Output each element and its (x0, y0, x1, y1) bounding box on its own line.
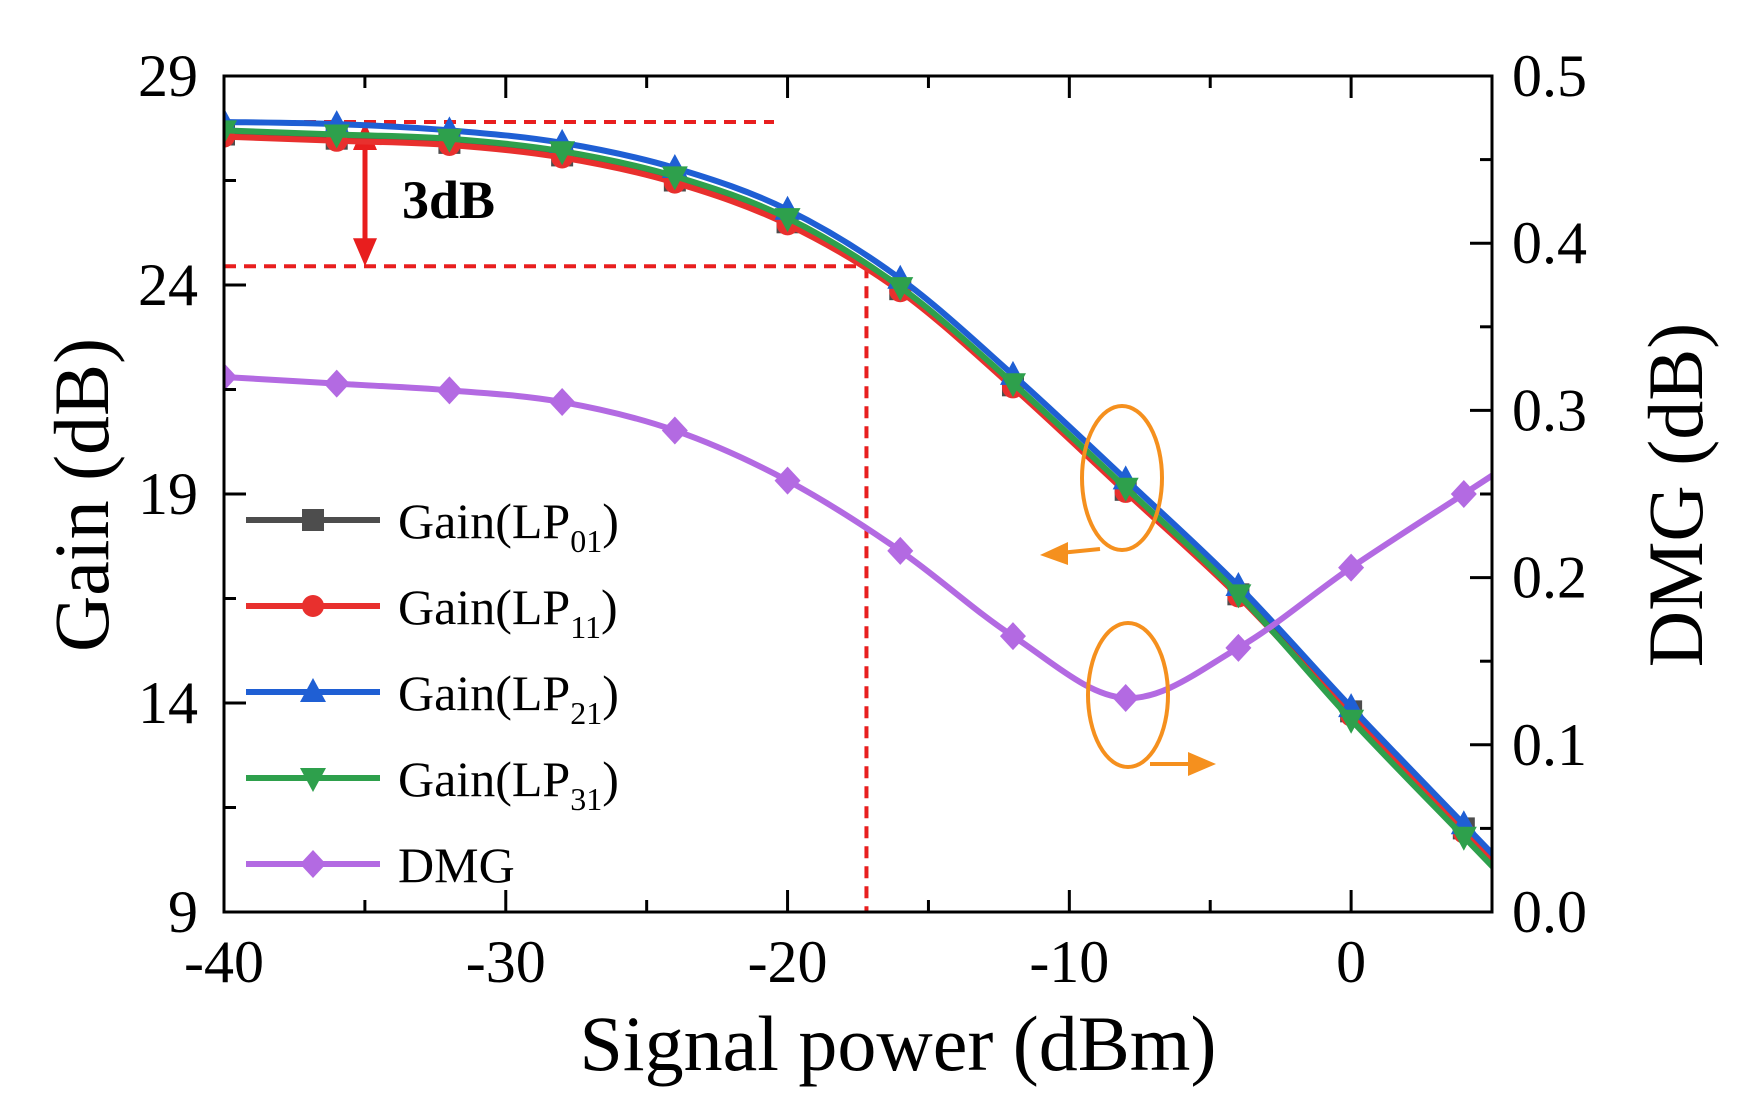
x-tick-label: -30 (466, 929, 546, 995)
y-right-tick-label: 0.3 (1512, 377, 1587, 443)
data-point-dmg (887, 536, 914, 565)
y-left-tick-label: 19 (138, 461, 198, 527)
y-left-tick-label: 14 (138, 670, 198, 736)
x-tick-label: -20 (748, 929, 828, 995)
y-left-tick-label: 9 (168, 879, 198, 945)
data-point-dmg (1225, 633, 1252, 662)
left-axis-arrow-head (1040, 542, 1068, 565)
data-point-gain-lp31- (1225, 584, 1252, 609)
legend-marker (300, 678, 326, 702)
legend-marker (300, 850, 326, 878)
legend-marker (300, 768, 326, 792)
data-point-gain-lp31- (323, 124, 350, 149)
data-point-gain-lp31- (887, 277, 914, 302)
y-left-tick-label: 24 (138, 252, 198, 318)
right-axis-arrow-head (1188, 752, 1216, 776)
y-right-tick-label: 0.0 (1512, 879, 1587, 945)
data-point-gain-lp31- (436, 128, 463, 153)
y-right-tick-label: 0.5 (1512, 43, 1587, 109)
y-right-tick-label: 0.4 (1512, 210, 1587, 276)
data-point-dmg (549, 388, 576, 417)
y-right-tick-label: 0.1 (1512, 712, 1587, 778)
data-point-gain-lp31- (999, 373, 1026, 398)
data-point-dmg (774, 466, 801, 495)
tick-layer: -40 -30 -20 -10 0 9 14 19 24 29 0.0 0.1 0.2 0.3 0.4 0.5 (138, 43, 1587, 995)
legend-label-close: ) (602, 665, 619, 721)
data-point-gain-lp31- (549, 141, 576, 166)
legend-label-close: ) (602, 493, 619, 549)
y-axis-left-title: Gain (dB) (38, 338, 125, 652)
series-dmg (224, 362, 1492, 712)
y-axis-right-title: DMG (dB) (1632, 323, 1719, 668)
legend-item-gain-lp11-: Gain(LP11) (246, 579, 618, 645)
data-point-dmg (999, 622, 1026, 651)
legend-label-subscript: 01 (570, 523, 602, 559)
legend-marker (302, 509, 324, 531)
x-axis-title: Signal power (dBm) (580, 1000, 1217, 1087)
y-left-tick-label: 29 (138, 43, 198, 109)
data-point-gain-lp31- (224, 120, 237, 145)
legend-label-subscript: 21 (570, 695, 602, 731)
x-tick-label: -10 (1029, 929, 1109, 995)
legend-item-dmg: DMG (246, 837, 515, 893)
legend-label-subscript: 11 (570, 609, 601, 645)
series-gain-lp31- (224, 120, 1492, 871)
data-point-gain-lp31- (1112, 477, 1139, 502)
data-point-dmg (1450, 480, 1477, 508)
three-db-label: 3dB (402, 170, 495, 230)
x-tick-label: -40 (184, 929, 264, 995)
drop-arrow-head-down (353, 238, 377, 267)
data-point-dmg (661, 416, 688, 445)
x-tick-label: 0 (1336, 929, 1366, 995)
legend-label: DMG (398, 837, 515, 893)
y-right-tick-label: 0.2 (1512, 545, 1587, 611)
legend-label-subscript: 31 (570, 781, 602, 817)
axis-indicator-layer (1040, 404, 1216, 776)
legend-marker (302, 595, 324, 617)
data-point-gain-lp31- (774, 208, 801, 233)
series-layer (224, 107, 1492, 871)
data-point-dmg (323, 369, 350, 398)
dmg-indicator-ellipse (1086, 621, 1170, 769)
data-point-dmg (436, 376, 463, 405)
legend-label-close: ) (602, 751, 619, 807)
gain-indicator-ellipse (1080, 404, 1164, 552)
data-point-gain-lp31- (1450, 826, 1477, 851)
data-point-dmg (1338, 553, 1365, 582)
legend-label-close: ) (601, 579, 618, 635)
data-point-dmg (224, 362, 237, 391)
data-point-gain-lp31- (1338, 709, 1365, 734)
data-point-dmg (1112, 683, 1139, 712)
data-point-gain-lp31- (661, 166, 688, 191)
